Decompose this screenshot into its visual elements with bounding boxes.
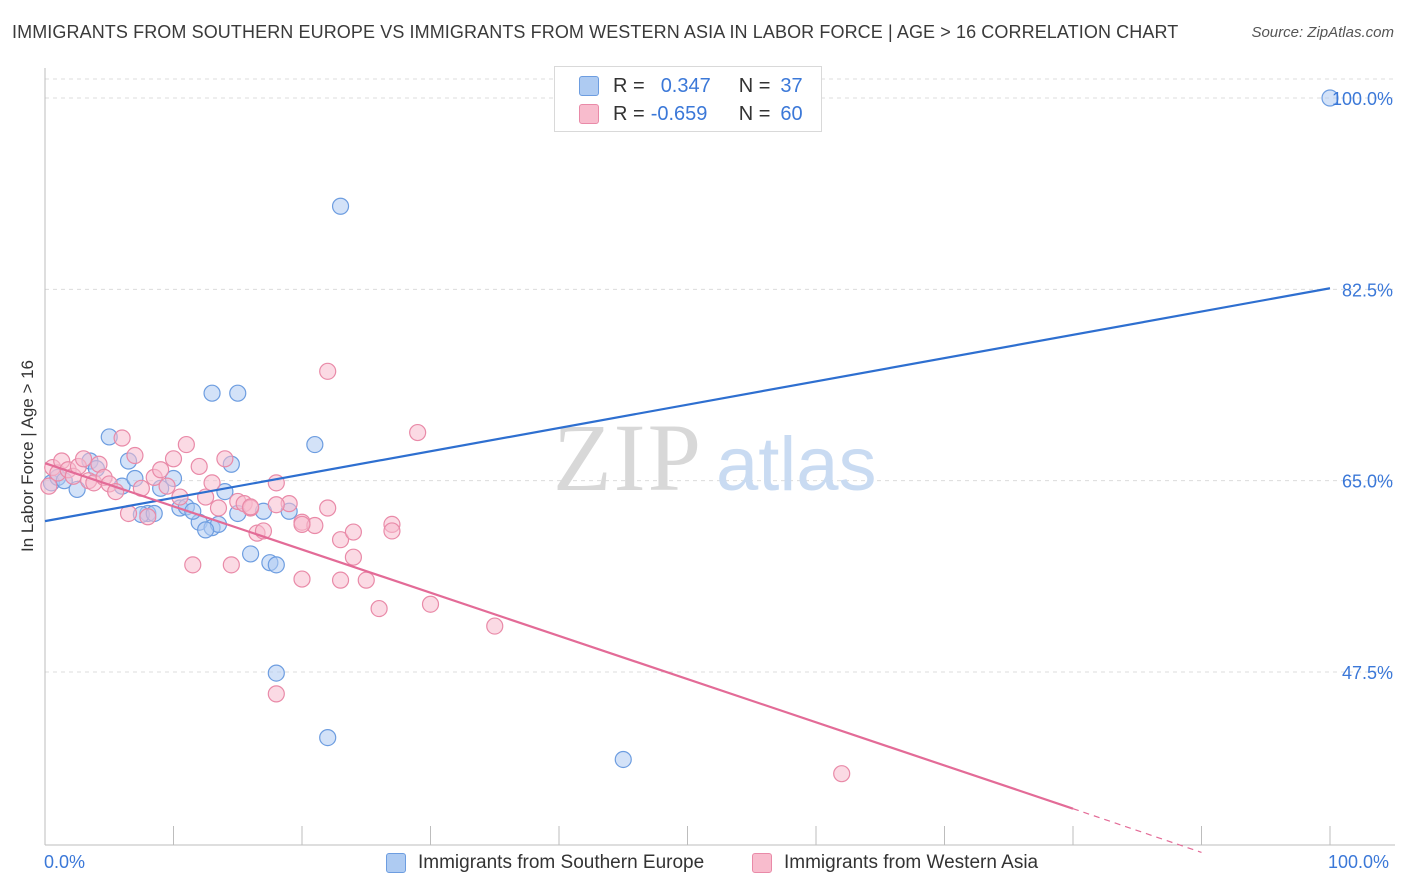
watermark-zip: ZIP xyxy=(553,404,703,511)
point-western-asia xyxy=(222,556,240,574)
point-western-asia xyxy=(331,531,350,549)
point-western-asia xyxy=(331,571,350,589)
point-southern-europe xyxy=(203,384,221,402)
y-tick-label: 65.0% xyxy=(1342,472,1393,492)
point-western-asia xyxy=(370,599,388,618)
point-western-asia xyxy=(242,498,260,516)
n-key: N = xyxy=(738,102,771,125)
y-tick-label: 100.0% xyxy=(1332,89,1393,109)
legend-row-southern-europe: R = 0.347 N = 37 xyxy=(579,74,803,98)
point-southern-europe xyxy=(229,384,247,402)
n-value: 37 xyxy=(780,74,803,97)
point-southern-europe xyxy=(319,728,337,747)
point-western-asia xyxy=(319,499,337,517)
point-western-asia xyxy=(409,423,427,442)
r-key: R = xyxy=(613,74,645,97)
point-western-asia xyxy=(216,450,234,468)
point-western-asia xyxy=(40,477,58,495)
point-western-asia xyxy=(267,685,285,703)
point-western-asia xyxy=(209,499,228,517)
point-western-asia xyxy=(319,362,337,380)
watermark: ZIP atlas xyxy=(553,404,877,511)
point-western-asia xyxy=(113,429,131,447)
legend-label: Immigrants from Southern Europe xyxy=(418,852,705,873)
point-western-asia xyxy=(74,450,93,468)
r-key: R = xyxy=(613,102,645,125)
point-western-asia xyxy=(293,570,311,588)
point-western-asia xyxy=(344,548,362,566)
point-western-asia xyxy=(126,446,144,465)
legend-swatch-blue xyxy=(579,76,599,96)
point-western-asia xyxy=(184,556,202,574)
legend-item-western-asia[interactable]: Immigrants from Western Asia xyxy=(752,852,1038,874)
r-value: 0.347 xyxy=(660,74,711,97)
point-western-asia xyxy=(421,595,440,613)
point-southern-europe xyxy=(1321,89,1339,107)
tick-labels: 47.5% 65.0% 82.5% 100.0% xyxy=(1332,89,1393,683)
point-southern-europe xyxy=(306,435,324,454)
correlation-legend: R = 0.347 N = 37 R = -0.659 N = 60 xyxy=(554,66,822,132)
n-value: 60 xyxy=(780,102,803,125)
x-axis-max-label: 100.0% xyxy=(1328,852,1390,872)
legend-swatch-pink xyxy=(579,104,599,124)
trend-line-western-asia xyxy=(44,462,1074,810)
point-western-asia xyxy=(383,522,401,540)
point-western-asia xyxy=(158,477,176,495)
point-western-asia xyxy=(267,496,285,514)
chart-title: IMMIGRANTS FROM SOUTHERN EUROPE VS IMMIG… xyxy=(12,22,1179,42)
source-attribution: Source: ZipAtlas.com xyxy=(1251,24,1394,41)
axes xyxy=(44,68,1395,846)
legend-row-western-asia: R = -0.659 N = 60 xyxy=(579,102,803,126)
gridlines xyxy=(45,78,1395,673)
point-western-asia xyxy=(203,474,221,492)
point-southern-europe xyxy=(267,556,285,574)
r-value: -0.659 xyxy=(650,102,708,125)
watermark-atlas: atlas xyxy=(716,422,877,507)
y-tick-label: 82.5% xyxy=(1342,280,1393,300)
y-tick-label: 47.5% xyxy=(1342,663,1393,683)
point-western-asia xyxy=(486,617,504,635)
point-western-asia xyxy=(177,435,195,454)
n-key: N = xyxy=(738,74,771,97)
trend-line-southern-europe xyxy=(44,287,1331,523)
x-axis-min-label: 0.0% xyxy=(44,852,86,872)
legend-label: Immigrants from Western Asia xyxy=(784,852,1039,873)
point-southern-europe xyxy=(267,664,285,682)
point-western-asia xyxy=(152,461,170,479)
legend-swatch-blue xyxy=(386,853,406,873)
point-western-asia xyxy=(139,508,157,526)
trend-lines xyxy=(44,287,1331,853)
point-western-asia xyxy=(357,571,375,589)
point-western-asia xyxy=(164,450,183,468)
legend-swatch-pink xyxy=(752,853,772,873)
series-legend: Immigrants from Southern Europe Immigran… xyxy=(0,852,1406,878)
point-western-asia xyxy=(190,457,208,476)
point-southern-europe xyxy=(331,197,350,215)
point-southern-europe xyxy=(614,750,632,769)
trend-line-western-asia-extension xyxy=(1072,808,1202,853)
point-southern-europe xyxy=(197,521,215,539)
point-western-asia xyxy=(293,515,311,534)
legend-item-southern-europe[interactable]: Immigrants from Southern Europe xyxy=(386,852,704,874)
point-southern-europe xyxy=(242,545,260,563)
point-western-asia xyxy=(344,523,362,541)
point-western-asia xyxy=(833,765,851,783)
